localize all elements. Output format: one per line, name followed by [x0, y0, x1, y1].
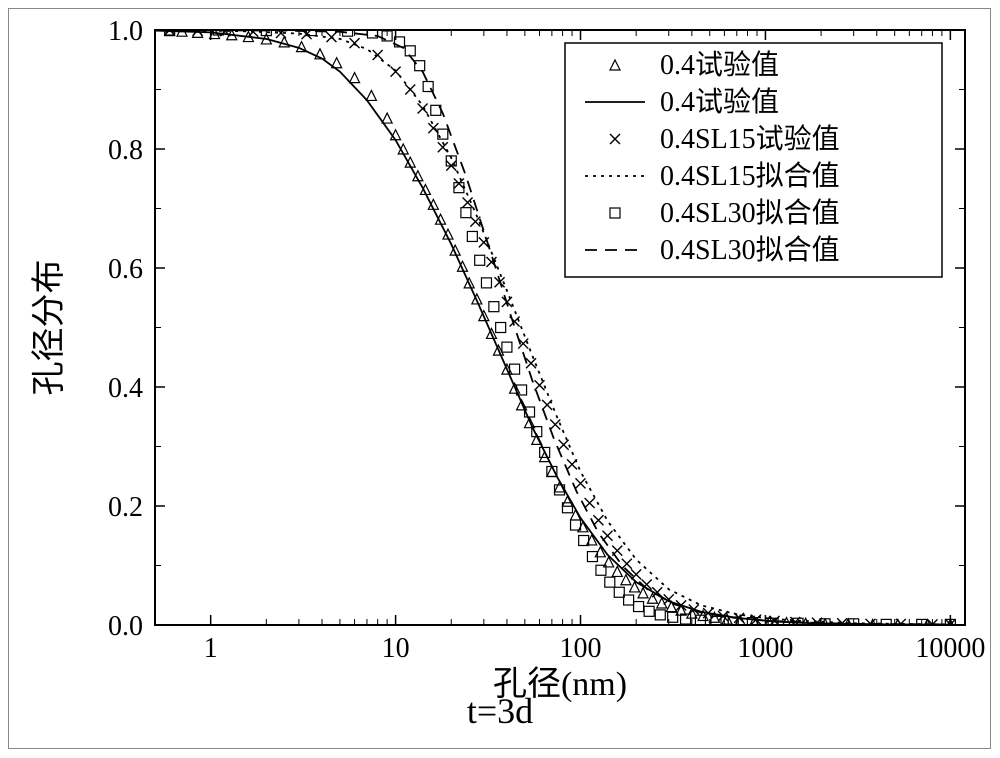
x-tick-label: 1	[204, 633, 218, 664]
y-tick-label: 0.2	[108, 492, 143, 523]
chart-svg: 1101001000100000.00.20.40.60.81.0孔径(nm)孔…	[0, 0, 1000, 758]
y-axis-label: 孔径分布	[30, 260, 68, 396]
x-tick-label: 100	[560, 633, 602, 664]
x-tick-label: 1000	[737, 633, 793, 664]
legend-label: 0.4试验值	[660, 49, 779, 81]
legend-label: 0.4SL30拟合值	[660, 197, 840, 229]
y-tick-label: 0.6	[108, 254, 143, 285]
y-tick-label: 0.0	[108, 611, 143, 642]
legend-label: 0.4试验值	[660, 86, 779, 118]
legend-label: 0.4SL30拟合值	[660, 234, 840, 266]
caption: t=3d	[0, 690, 1000, 732]
legend-label: 0.4SL15拟合值	[660, 160, 840, 192]
y-tick-label: 0.4	[108, 373, 143, 404]
y-tick-label: 0.8	[108, 135, 143, 166]
x-tick-label: 10000	[915, 633, 985, 664]
x-tick-label: 10	[382, 633, 410, 664]
y-tick-label: 1.0	[108, 16, 143, 47]
legend-label: 0.4SL15试验值	[660, 123, 840, 155]
